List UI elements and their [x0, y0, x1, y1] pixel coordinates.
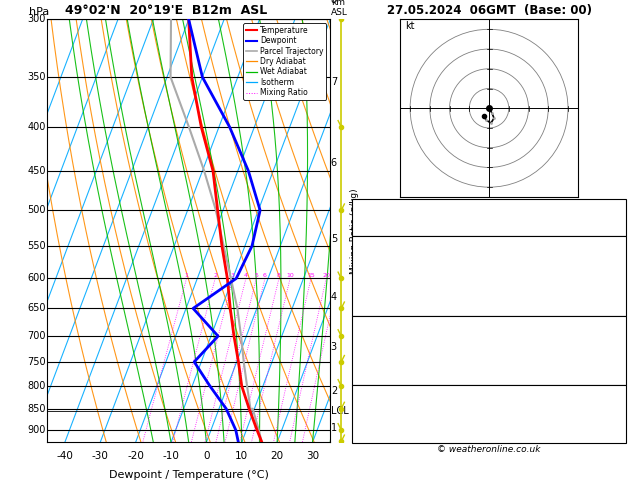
Text: 500: 500 [27, 206, 46, 215]
Text: 20: 20 [322, 274, 330, 278]
Text: 1: 1 [184, 274, 189, 278]
Text: 20: 20 [270, 451, 284, 461]
Text: Totals Totals: Totals Totals [355, 213, 418, 223]
Text: θᴇ (K): θᴇ (K) [355, 340, 385, 350]
Text: 1.13: 1.13 [600, 224, 623, 234]
Text: 0: 0 [203, 451, 209, 461]
Text: 50: 50 [610, 213, 623, 223]
Text: Hodograph: Hodograph [457, 388, 521, 398]
Text: Mixing Ratio (g/kg): Mixing Ratio (g/kg) [350, 188, 359, 274]
Text: 4: 4 [244, 274, 248, 278]
Text: 850: 850 [27, 404, 46, 414]
Text: 2: 2 [331, 385, 337, 396]
Text: 3: 3 [231, 274, 235, 278]
Text: θᴇ(K): θᴇ(K) [355, 271, 382, 281]
Text: -30: -30 [92, 451, 109, 461]
Text: 8: 8 [331, 0, 337, 5]
Text: 350: 350 [27, 72, 46, 82]
Text: -10: -10 [162, 451, 179, 461]
Text: 400: 400 [28, 122, 46, 132]
Text: 1: 1 [331, 423, 337, 433]
Text: 300: 300 [28, 15, 46, 24]
Text: 2: 2 [213, 274, 217, 278]
Text: CIN (J): CIN (J) [355, 372, 387, 382]
Text: 204: 204 [604, 293, 623, 303]
Text: 550: 550 [27, 241, 46, 251]
Text: 3: 3 [331, 342, 337, 351]
Text: 700: 700 [27, 331, 46, 341]
Text: 11: 11 [610, 202, 623, 212]
Text: -4: -4 [613, 399, 623, 409]
Text: 450: 450 [27, 166, 46, 176]
Text: 49°02'N  20°19'E  B12m  ASL: 49°02'N 20°19'E B12m ASL [65, 4, 267, 17]
Legend: Temperature, Dewpoint, Parcel Trajectory, Dry Adiabat, Wet Adiabat, Isotherm, Mi: Temperature, Dewpoint, Parcel Trajectory… [243, 23, 326, 100]
Text: 15.5: 15.5 [600, 250, 623, 260]
Text: 317: 317 [603, 340, 623, 350]
Text: StmSpd (kt): StmSpd (kt) [355, 431, 418, 441]
Text: LCL: LCL [331, 406, 348, 416]
Text: Dewp (°C): Dewp (°C) [355, 260, 409, 271]
Text: -20: -20 [127, 451, 144, 461]
Text: Pressure (mb): Pressure (mb) [355, 330, 428, 340]
Text: EH: EH [355, 399, 370, 409]
Text: StmDir: StmDir [355, 420, 392, 430]
Text: K: K [355, 202, 362, 212]
Text: CAPE (J): CAPE (J) [355, 293, 397, 303]
Text: CIN (J): CIN (J) [355, 303, 387, 313]
Text: -1: -1 [613, 282, 623, 292]
Text: SREH: SREH [355, 409, 384, 419]
Text: 8.9: 8.9 [607, 260, 623, 271]
Text: 10: 10 [235, 451, 248, 461]
Text: 928: 928 [603, 330, 623, 340]
Text: 800: 800 [28, 381, 46, 391]
Text: 600: 600 [28, 274, 46, 283]
Text: km
ASL: km ASL [331, 0, 348, 17]
Text: CAPE (J): CAPE (J) [355, 362, 397, 372]
Text: 3: 3 [616, 431, 623, 441]
Text: 900: 900 [28, 425, 46, 435]
Text: © weatheronline.co.uk: © weatheronline.co.uk [437, 445, 541, 454]
Text: 30: 30 [306, 451, 319, 461]
Text: 15: 15 [307, 274, 315, 278]
Text: Lifted Index: Lifted Index [355, 351, 417, 361]
Text: 27.05.2024  06GMT  (Base: 00): 27.05.2024 06GMT (Base: 00) [387, 4, 591, 17]
Text: Most Unstable: Most Unstable [447, 319, 532, 329]
Text: -40: -40 [57, 451, 74, 461]
Text: 750: 750 [27, 357, 46, 367]
Text: 5: 5 [331, 234, 337, 244]
Text: Dewpoint / Temperature (°C): Dewpoint / Temperature (°C) [109, 470, 269, 480]
Text: 4: 4 [331, 292, 337, 302]
Text: 6: 6 [331, 157, 337, 168]
Text: 8: 8 [277, 274, 281, 278]
Text: Surface: Surface [467, 239, 511, 249]
Text: 650: 650 [27, 303, 46, 313]
Text: 6: 6 [263, 274, 267, 278]
Text: 317: 317 [603, 271, 623, 281]
Text: 5: 5 [254, 274, 259, 278]
Text: kt: kt [405, 21, 415, 31]
Text: 42: 42 [610, 303, 623, 313]
Text: 7: 7 [331, 77, 337, 87]
Text: -1: -1 [613, 351, 623, 361]
Text: Temp (°C): Temp (°C) [355, 250, 407, 260]
Text: 10: 10 [286, 274, 294, 278]
Text: 42: 42 [610, 372, 623, 382]
Text: PW (cm): PW (cm) [355, 224, 399, 234]
Text: hPa: hPa [29, 7, 49, 17]
Text: 91°: 91° [605, 420, 623, 430]
Text: 204: 204 [604, 362, 623, 372]
Text: -5: -5 [613, 409, 623, 419]
Text: Lifted Index: Lifted Index [355, 282, 417, 292]
